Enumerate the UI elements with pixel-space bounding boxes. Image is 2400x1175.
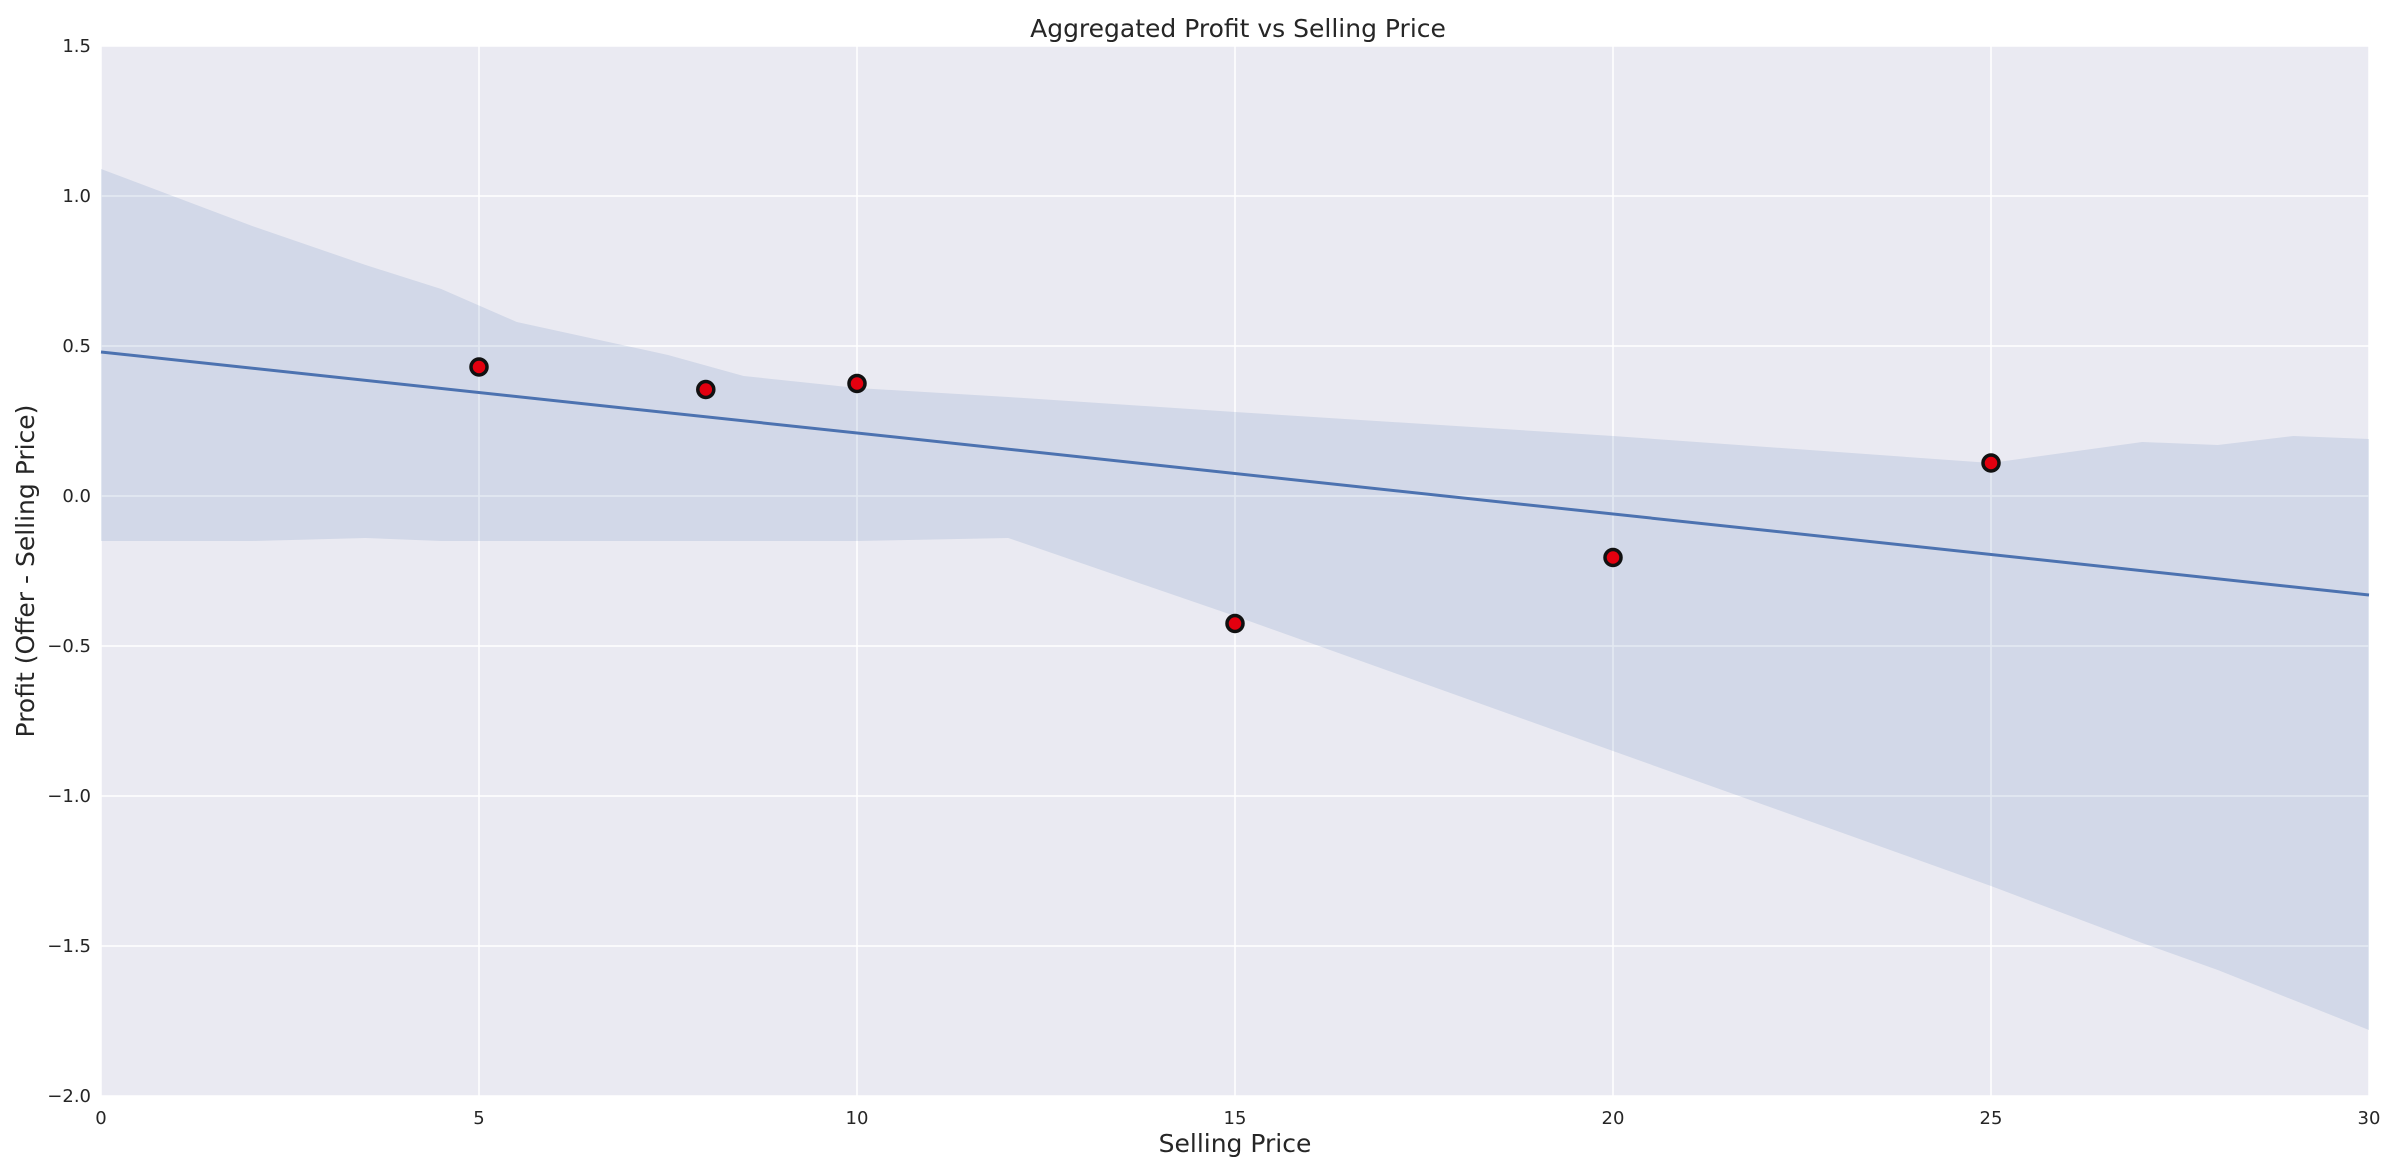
x-tick-labels: 0 5 10 15 20 25 30 — [95, 1108, 2380, 1129]
data-point — [1225, 613, 1245, 634]
x-tick-label: 15 — [1224, 1108, 1247, 1129]
data-point — [696, 379, 716, 400]
grid-lines — [100, 45, 2370, 1097]
y-axis-label: Profit (Offer - Selling Price) — [11, 405, 40, 738]
data-point — [1603, 547, 1623, 568]
y-tick-label: 0.5 — [62, 336, 91, 357]
y-tick-labels: −2.0 −1.5 −1.0 −0.5 0.0 0.5 1.0 1.5 — [47, 36, 91, 1107]
confidence-band-layer — [101, 169, 2369, 1030]
regression-line-layer — [100, 350, 2370, 597]
y-tick-label: −2.0 — [47, 1086, 91, 1107]
x-tick-label: 0 — [95, 1108, 106, 1129]
y-tick-label: −1.0 — [47, 786, 91, 807]
x-tick-label: 5 — [473, 1108, 484, 1129]
x-tick-label: 10 — [846, 1108, 869, 1129]
data-point — [469, 357, 489, 377]
regression-line — [100, 350, 2370, 597]
y-tick-label: −1.5 — [47, 936, 91, 957]
confidence-band — [101, 169, 2369, 1030]
y-tick-label: 1.5 — [62, 36, 91, 57]
y-tick-label: 1.0 — [62, 186, 91, 207]
data-points-layer — [469, 357, 2001, 634]
y-tick-label: −0.5 — [47, 636, 91, 657]
data-point — [847, 373, 867, 394]
x-tick-label: 20 — [1602, 1108, 1625, 1129]
y-tick-label: 0.0 — [62, 486, 91, 507]
x-tick-label: 25 — [1980, 1108, 2003, 1129]
x-tick-label: 30 — [2358, 1108, 2381, 1129]
data-point — [1981, 453, 2001, 473]
chart-title: Aggregated Profit vs Selling Price — [1030, 14, 1446, 43]
x-axis-label: Selling Price — [1159, 1129, 1312, 1158]
